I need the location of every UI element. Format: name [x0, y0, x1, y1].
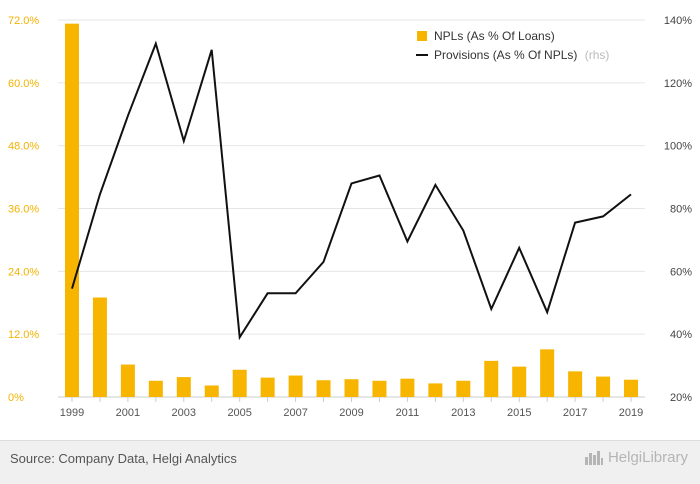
- left-tick-label: 60.0%: [8, 78, 39, 90]
- right-tick-label: 20%: [670, 392, 692, 404]
- x-tick-label: 2011: [396, 407, 420, 419]
- right-tick-label: 140%: [664, 15, 692, 27]
- right-tick-label: 40%: [670, 329, 692, 341]
- bar-npl-2012: [428, 383, 443, 397]
- right-tick-label: 60%: [670, 266, 692, 278]
- npl-bars: [64, 23, 639, 397]
- brand-name: HelgiLibrary: [607, 449, 688, 466]
- bar-npl-2018: [596, 376, 611, 397]
- bar-npl-2016: [540, 349, 555, 397]
- x-tick-label: 2007: [283, 407, 307, 419]
- legend-label-provisions-name: Provisions (As % Of NPLs): [434, 48, 577, 62]
- bar-npl-2017: [568, 371, 583, 397]
- left-tick-label: 0%: [8, 392, 24, 404]
- bar-npl-2003: [176, 377, 191, 397]
- left-tick-label: 48.0%: [8, 141, 39, 153]
- x-tick-label: 2015: [507, 407, 531, 419]
- bar-npl-2007: [288, 375, 303, 397]
- x-tick-label: 2017: [563, 407, 587, 419]
- chart: 0% 12.0% 24.0% 36.0% 48.0% 60.0% 72.0% 20% 40% 6…: [8, 15, 692, 419]
- footer: Source: Company Data, Helgi Analytics He…: [0, 440, 700, 484]
- legend-label-npls: NPLs (As % Of Loans): [434, 29, 555, 43]
- bar-npl-2009: [344, 379, 359, 397]
- bar-npl-2014: [484, 360, 499, 397]
- x-tick-label: 2003: [172, 407, 196, 419]
- left-tick-label: 24.0%: [8, 266, 39, 278]
- bar-npl-2001: [120, 364, 135, 397]
- bar-npl-2010: [372, 380, 387, 397]
- bar-npl-2019: [624, 379, 639, 397]
- gridlines: [58, 19, 645, 398]
- right-axis-ticks: 20% 40% 60% 80% 100% 120% 140%: [664, 15, 692, 404]
- x-axis: 1999 2001 2003 2005 2007 2009 2011 2013 2015 2017…: [60, 397, 643, 419]
- x-tick-label: 1999: [60, 407, 84, 419]
- bar-npl-2004: [204, 385, 219, 397]
- city-skyline-icon: [584, 450, 603, 465]
- bar-npl-2011: [400, 378, 415, 397]
- x-tick-label: 2009: [339, 407, 363, 419]
- bar-npl-2006: [260, 377, 275, 397]
- right-tick-label: 100%: [664, 141, 692, 153]
- x-tick-label: 2013: [451, 407, 475, 419]
- legend: NPLs (As % Of Loans) Provisions (As % Of…: [416, 29, 609, 62]
- left-tick-label: 12.0%: [8, 329, 39, 341]
- left-tick-label: 72.0%: [8, 15, 39, 27]
- x-tick-label: 2001: [116, 407, 140, 419]
- left-axis-ticks: 0% 12.0% 24.0% 36.0% 48.0% 60.0% 72.0%: [8, 15, 39, 404]
- x-tick-label: 2005: [227, 407, 251, 419]
- x-tick-label: 2019: [619, 407, 643, 419]
- bar-npl-2015: [512, 366, 527, 397]
- brand-logo[interactable]: HelgiLibrary: [584, 449, 688, 466]
- legend-label-provisions-rhs: (rhs): [585, 48, 610, 62]
- legend-label-provisions: Provisions (As % Of NPLs) (rhs): [434, 48, 609, 62]
- bar-npl-2002: [148, 380, 163, 397]
- right-tick-label: 80%: [670, 204, 692, 216]
- source-text: Source: Company Data, Helgi Analytics: [10, 451, 237, 466]
- left-tick-label: 36.0%: [8, 204, 39, 216]
- provisions-line: [71, 40, 632, 341]
- bar-npl-2000: [92, 297, 107, 397]
- bar-npl-2005: [232, 369, 247, 397]
- bar-npl-1999: [64, 23, 79, 397]
- bar-npl-2013: [456, 380, 471, 397]
- legend-swatch-npls: [417, 31, 427, 41]
- right-tick-label: 120%: [664, 78, 692, 90]
- line-provisions: [71, 40, 632, 341]
- bar-npl-2008: [316, 380, 331, 397]
